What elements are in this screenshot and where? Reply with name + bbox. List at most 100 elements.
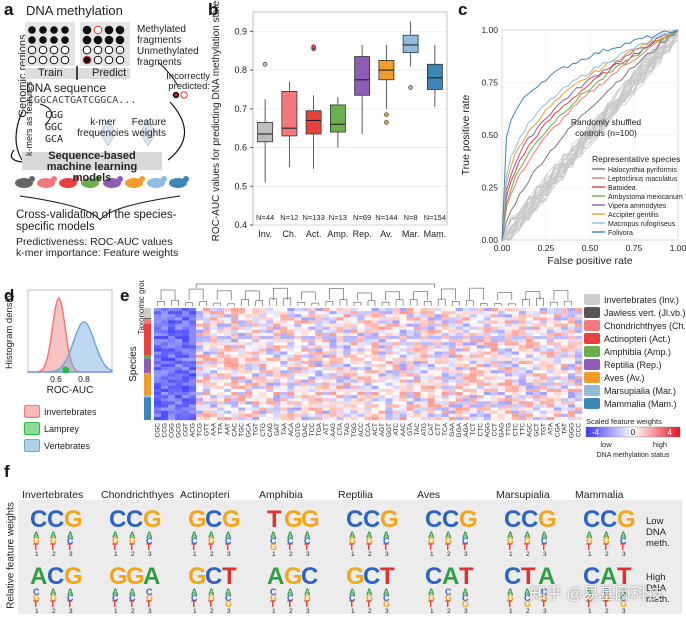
logo-minor-letter: G [428,593,436,603]
heatmap-cell [210,373,218,377]
heatmap-cell [441,395,449,399]
heatmap-cell [182,385,190,390]
heatmap-cell [378,388,386,393]
heatmap-cell [427,376,435,380]
heatmap-cell [448,360,456,365]
box-outlier [262,61,268,67]
heatmap-cell [273,398,281,402]
heatmap-cell [168,388,176,393]
heatmap-cell [168,404,176,408]
legend-swatch [584,385,600,396]
heatmap-cell [308,351,316,355]
box-ch [281,90,298,137]
heatmap-cell [301,395,309,399]
logo-minor-letter: T [225,542,231,552]
heatmap-cell [420,336,428,340]
heatmap-cell [322,329,330,334]
heatmap-cell [553,357,562,362]
heatmap-cell [497,308,506,312]
heatmap-cell [252,370,260,374]
heatmap-cell [231,317,239,321]
heatmap-cell [539,311,548,315]
logo-minor-letter: T [50,599,56,609]
heatmap-cell [385,336,393,340]
heatmap-cell [364,407,372,411]
heatmap-cell [448,385,456,390]
heatmap-cell [420,388,428,393]
logo-minor-letter: A [67,530,74,540]
heatmap-cell [315,364,323,368]
heatmap-cell [560,382,569,386]
column-label: CTC [512,423,519,437]
heatmap-cell [182,336,190,340]
heatmap-cell [217,314,225,318]
heatmap-cell [434,354,442,358]
heatmap-cell [224,413,232,418]
unmethylated-dot [93,55,103,65]
heatmap-cell [259,392,267,396]
heatmap-cell [399,376,407,380]
column-label: ATT [323,423,330,435]
heatmap-cell [483,314,491,318]
heatmap-cell [413,326,421,330]
heatmap-cell [252,360,260,365]
heatmap-cell [483,360,491,365]
heatmap-cell [567,404,576,408]
heatmap-cell [210,348,218,352]
heatmap-cell [343,308,351,312]
heatmap-cell [350,364,358,368]
heatmap-cell [532,395,541,399]
heatmap-cell [161,317,169,321]
heatmap-cell [483,388,491,393]
color-scale-tick: -4 [592,428,600,437]
dendrogram-branch [301,291,316,300]
heatmap-cell [560,342,569,346]
heatmap-cell [553,401,562,405]
heatmap-cell [399,404,407,408]
heatmap-cell [525,364,534,368]
heatmap-cell [483,379,491,383]
heatmap-cell [308,416,316,421]
heatmap-cell [280,326,288,330]
heatmap-cell [553,373,562,377]
heatmap-cell [161,404,169,408]
heatmap-cell [490,379,499,383]
heatmap-cell [546,373,555,377]
heatmap-cell [294,395,302,399]
heatmap-cell [287,407,295,411]
heatmap-cell [245,401,253,405]
heatmap-cell [287,376,295,380]
panel-letter-f: f [4,462,10,481]
heatmap-cell [371,308,379,312]
heatmap-cell [175,332,183,337]
heatmap-cell [434,357,442,362]
heatmap-cell [441,404,449,408]
heatmap-cell [385,342,393,346]
heatmap-cell [371,360,379,365]
heatmap-cell [525,360,534,365]
heatmap-cell [392,401,400,405]
heatmap-cell [336,308,344,312]
heatmap-cell [385,351,393,355]
heatmap-cell [434,401,442,405]
legend-swatch [24,405,40,418]
heatmap-cell [371,323,379,327]
heatmap-cell [511,376,520,380]
heatmap-cell [175,311,183,315]
heatmap-cell [336,351,344,355]
heatmap-cell [266,317,274,321]
heatmap-cell [189,348,197,352]
heatmap-cell [406,360,414,365]
heatmap-cell [217,382,225,386]
heatmap-cell [357,345,365,349]
heatmap-cell [483,323,491,327]
heatmap-cell [434,314,442,318]
heatmap-cell [497,351,506,355]
heatmap-cell [567,348,576,352]
heatmap-cell [392,329,400,334]
animal-silhouette-icon [15,178,33,188]
heatmap-cell [427,320,435,324]
heatmap-cell [196,339,204,343]
n-label: N=69 [353,213,371,222]
